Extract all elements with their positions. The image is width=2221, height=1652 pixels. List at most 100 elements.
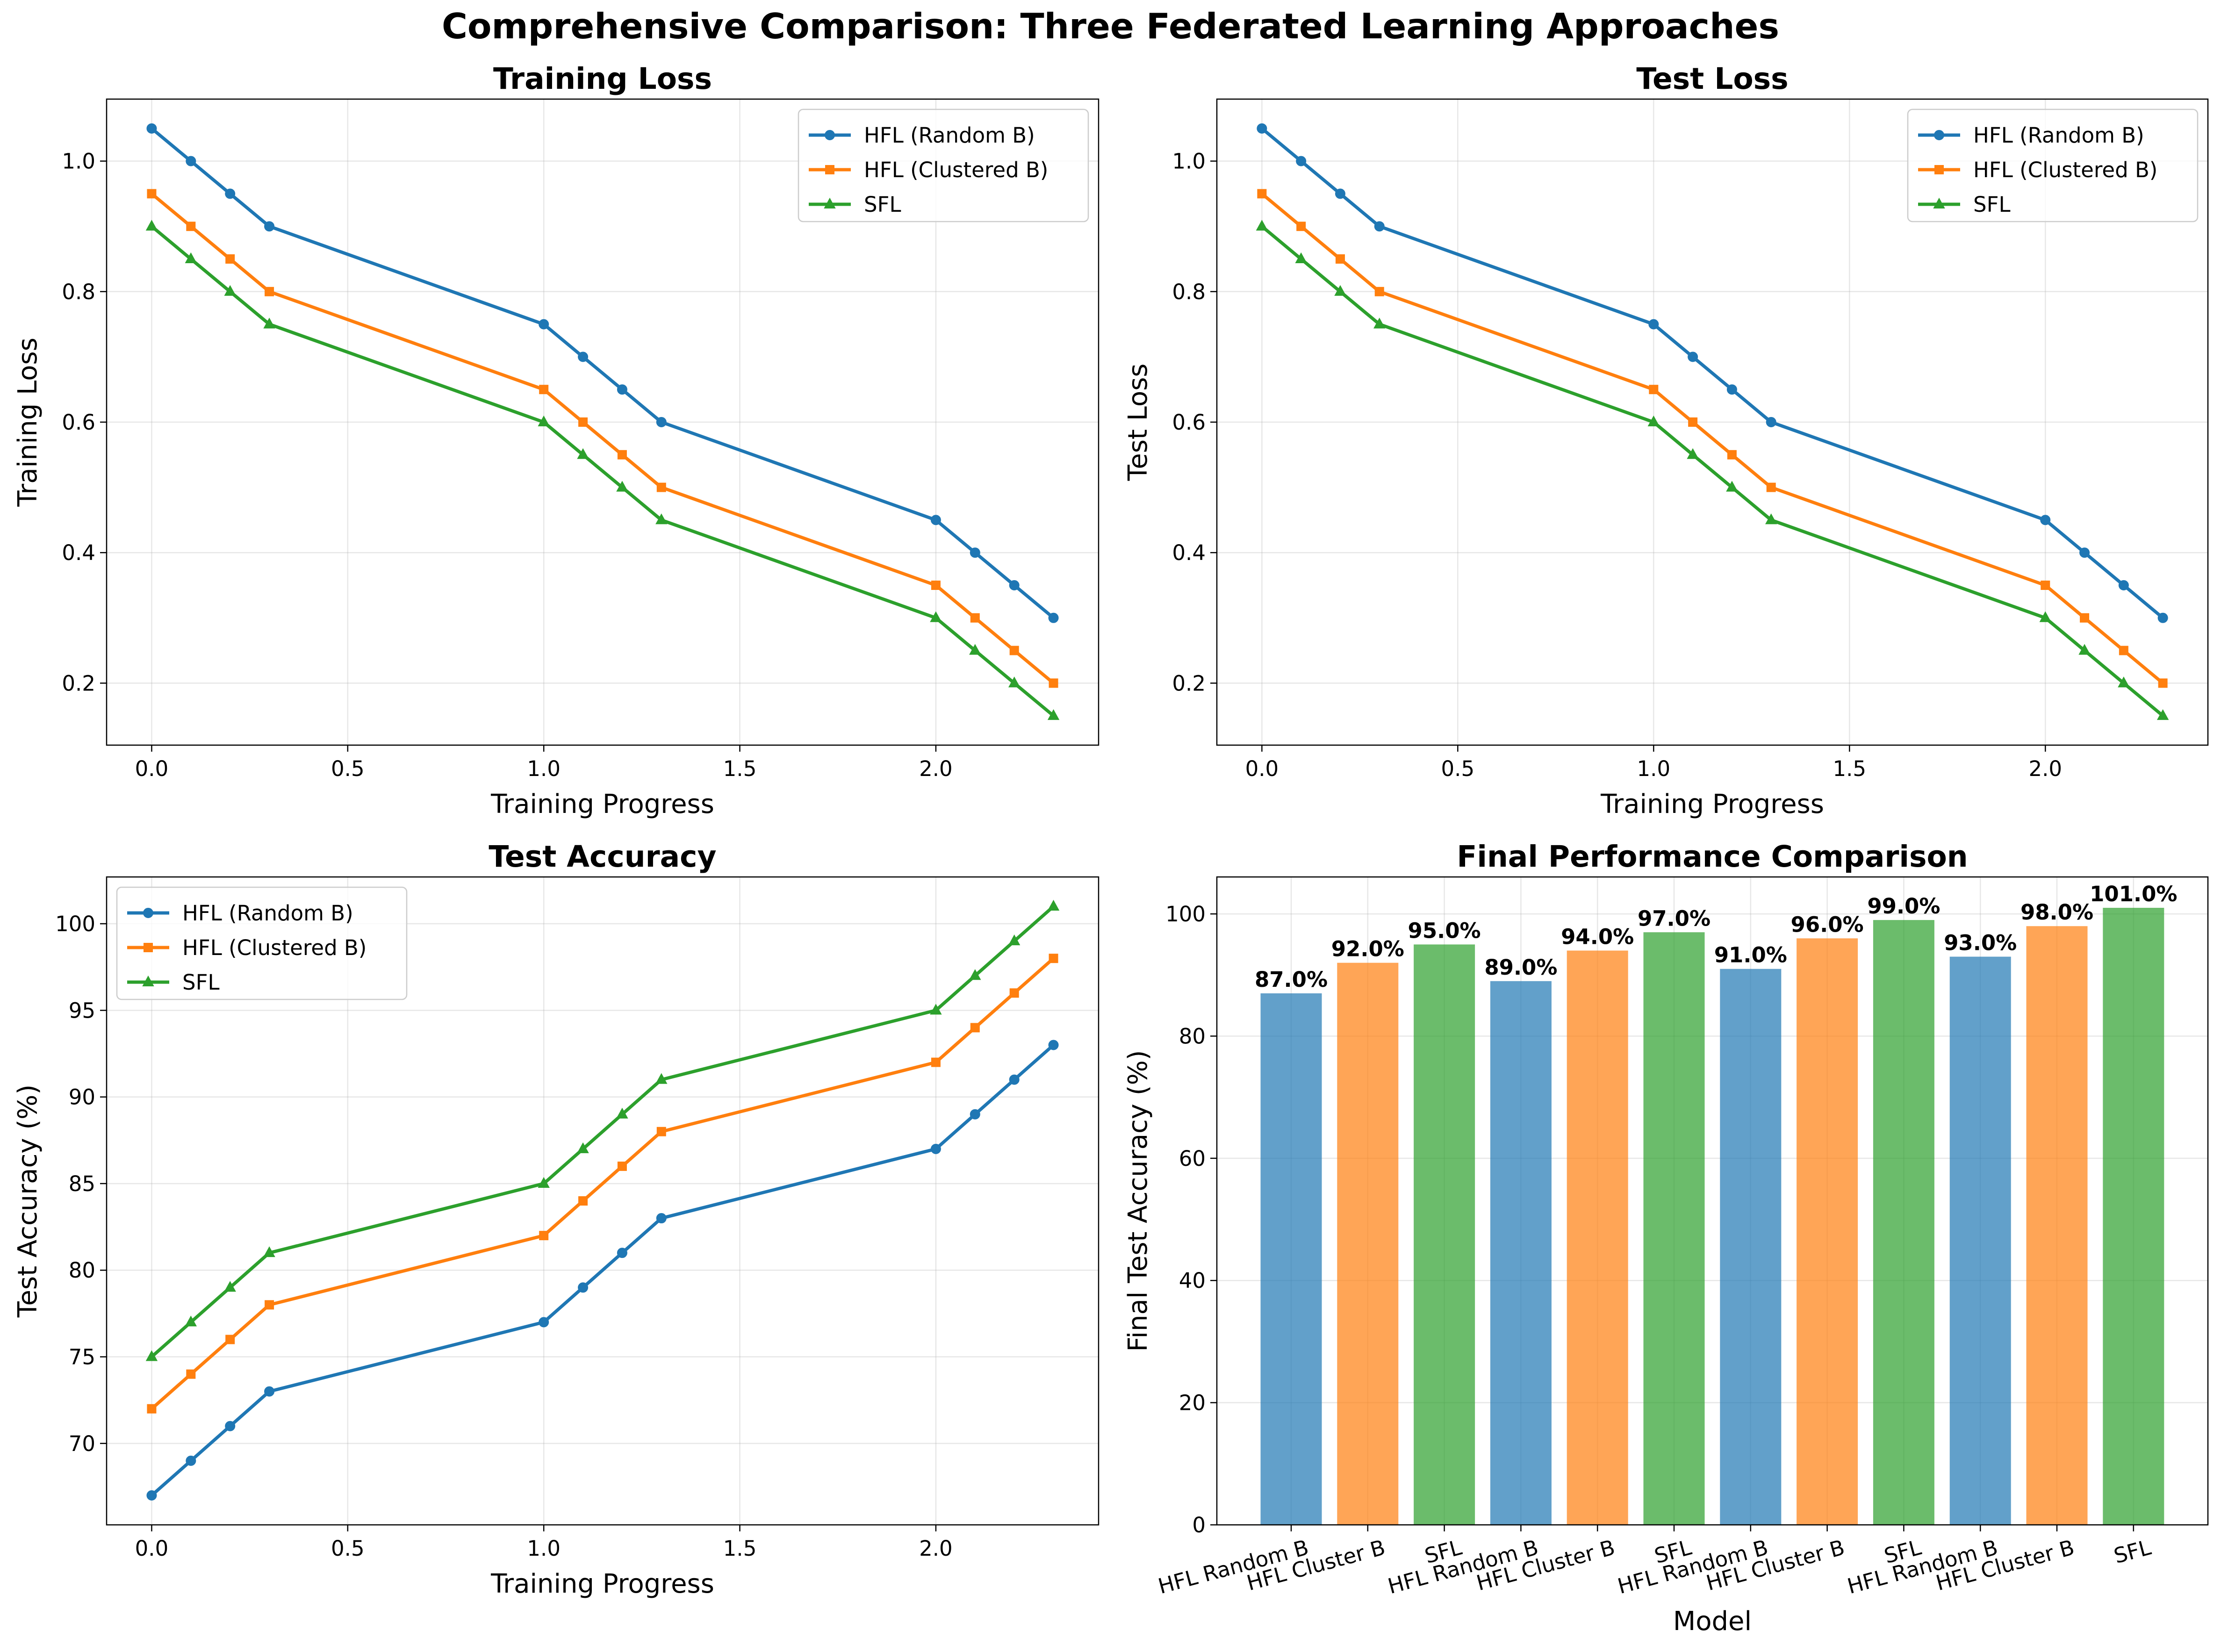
data-point [146, 123, 157, 134]
plot-frame [1216, 98, 2209, 746]
y-tick-label: 0.8 [62, 280, 95, 304]
bar [1337, 962, 1399, 1525]
data-point [1048, 1040, 1059, 1050]
y-axis-label: Test Accuracy (%) [13, 1085, 43, 1318]
legend-box [798, 108, 1089, 223]
x-tick-label: 1.5 [723, 756, 757, 781]
bar [1797, 938, 1858, 1525]
series-line [151, 192, 1055, 685]
series-line [1261, 225, 2164, 717]
series-line [151, 905, 1055, 1358]
data-point [930, 611, 942, 622]
data-point [1009, 1074, 1020, 1085]
data-point [616, 481, 628, 492]
data-point [2080, 613, 2090, 623]
legend-marker [824, 197, 836, 208]
data-point [1374, 287, 1384, 296]
bar [2103, 908, 2164, 1525]
data-point [145, 1350, 158, 1361]
y-tick-label: 80 [69, 1258, 95, 1283]
data-point [145, 220, 158, 231]
data-point [1335, 188, 1345, 199]
bar-value-label: 93.0% [1944, 931, 2017, 955]
x-tick-label: 0.5 [331, 1536, 365, 1561]
data-point [616, 1107, 628, 1119]
data-point [538, 1177, 550, 1188]
bar-value-label: 101.0% [2090, 882, 2177, 906]
bar-value-label: 89.0% [1484, 955, 1557, 980]
legend-box [116, 886, 408, 1000]
legend-marker [1933, 197, 1945, 208]
y-axis-label: Training Loss [13, 338, 43, 507]
y-tick-label: 100 [55, 912, 95, 936]
y-tick-label: 70 [69, 1431, 95, 1456]
y-tick-label: 0.2 [62, 671, 95, 696]
data-point [578, 1282, 589, 1293]
data-point [2158, 678, 2168, 688]
data-point [539, 385, 549, 395]
data-point [1008, 676, 1021, 688]
data-point [577, 1142, 589, 1153]
x-axis-label: Training Progress [490, 1569, 714, 1599]
bar-chart-4: 87.0%92.0%95.0%89.0%94.0%97.0%91.0%96.0%… [1123, 840, 2209, 1637]
data-point [147, 1404, 157, 1414]
data-point [1295, 252, 1307, 264]
x-tick-label: 1.5 [1833, 756, 1866, 781]
data-point [1373, 317, 1386, 329]
data-point [186, 1369, 196, 1379]
y-tick-label: 80 [1179, 1024, 1206, 1049]
y-tick-label: 1.0 [1172, 149, 1206, 174]
y-tick-label: 0 [1192, 1513, 1206, 1537]
data-point [538, 415, 550, 426]
x-tick-label: 2.0 [919, 756, 953, 781]
y-tick-label: 75 [69, 1345, 95, 1370]
x-tick-label: 0.0 [1245, 756, 1279, 781]
data-point [1256, 220, 1268, 231]
data-point [225, 254, 235, 264]
legend: HFL (Random B) HFL (Clustered B) SFL [798, 108, 1089, 223]
data-point [539, 319, 549, 330]
x-tick-label: 2.0 [919, 1536, 953, 1561]
chart-title: Final Performance Comparison [1457, 840, 1968, 874]
data-point [225, 188, 236, 199]
bar [1490, 981, 1552, 1525]
data-point [930, 515, 941, 525]
bar-value-label: 99.0% [1867, 894, 1940, 919]
chart-title: Training Loss [493, 62, 712, 96]
data-point [617, 1161, 627, 1171]
plot-frame [106, 98, 1100, 746]
bar [1643, 932, 1705, 1525]
y-tick-label: 60 [1179, 1146, 1206, 1171]
bar [1949, 956, 2011, 1525]
y-tick-label: 0.4 [62, 540, 95, 565]
data-point [1688, 417, 1698, 427]
y-tick-label: 0.6 [62, 410, 95, 435]
bar [1567, 950, 1628, 1525]
data-point [1048, 612, 1059, 623]
series-line [151, 225, 1055, 717]
data-point [2039, 611, 2051, 622]
x-axis-label: Training Progress [1600, 789, 1824, 819]
legend-label: HFL (Clustered B) [182, 935, 367, 960]
data-point [2079, 547, 2090, 558]
data-point [263, 1246, 275, 1257]
data-point [265, 287, 274, 296]
data-point [1047, 899, 1060, 911]
x-tick-label: 0.5 [1441, 756, 1475, 781]
x-tick-label: 1.0 [1637, 756, 1671, 781]
data-point [225, 1421, 236, 1431]
data-point [656, 1127, 666, 1136]
data-point [2157, 612, 2168, 623]
y-tick-label: 85 [69, 1171, 95, 1196]
series-line [151, 1043, 1055, 1497]
data-point [539, 1317, 549, 1328]
legend-marker [143, 908, 153, 918]
series-line [1261, 192, 2164, 685]
data-point [147, 189, 157, 199]
data-point [1009, 988, 1019, 998]
data-point [186, 156, 196, 166]
data-point [578, 417, 588, 427]
data-point [2119, 646, 2128, 655]
